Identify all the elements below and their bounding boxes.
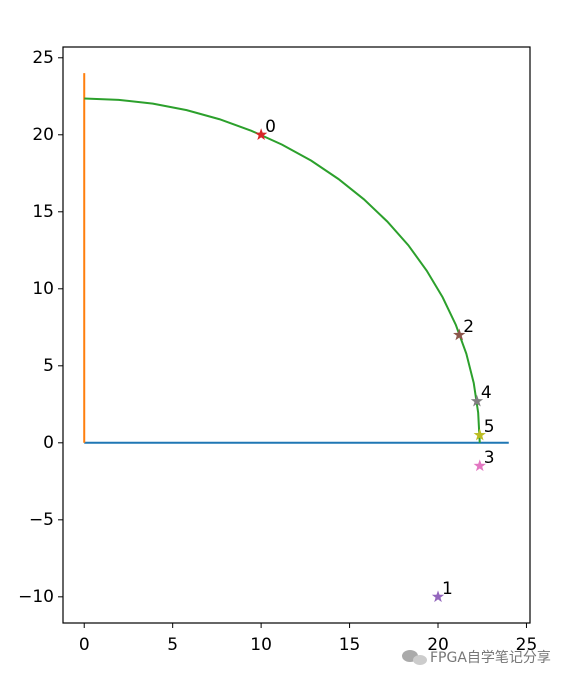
watermark-icon <box>402 650 427 665</box>
point-label: 1 <box>442 579 453 599</box>
y-tick-label: −10 <box>18 587 54 607</box>
point-label: 0 <box>265 117 276 137</box>
point-label: 5 <box>484 417 495 437</box>
point-label: 2 <box>463 317 474 337</box>
star-point <box>473 428 486 441</box>
x-tick-label: 0 <box>79 635 90 655</box>
x-tick-label: 5 <box>167 635 178 655</box>
y-tick-label: 5 <box>43 356 54 376</box>
y-tick-label: 0 <box>43 433 54 453</box>
star-point <box>431 590 445 603</box>
y-tick-label: 25 <box>32 48 54 68</box>
x-tick-label: 20 <box>427 635 449 655</box>
line <box>84 97 481 443</box>
watermark: FPGA自学笔记分享 <box>430 649 551 666</box>
x-tick-label: 15 <box>339 635 361 655</box>
y-tick-label: 10 <box>32 279 54 299</box>
star-point <box>254 128 268 141</box>
star-point <box>470 394 484 407</box>
x-tick-label: 25 <box>516 635 538 655</box>
star-point <box>473 459 486 472</box>
star-point <box>453 328 466 341</box>
point-label: 4 <box>481 383 492 403</box>
plot-frame <box>62 46 531 624</box>
x-tick-label: 10 <box>250 635 272 655</box>
y-tick-label: 20 <box>32 125 54 145</box>
point-label: 3 <box>484 448 495 468</box>
y-tick-label: 15 <box>32 202 54 222</box>
y-tick-label: −5 <box>29 510 54 530</box>
